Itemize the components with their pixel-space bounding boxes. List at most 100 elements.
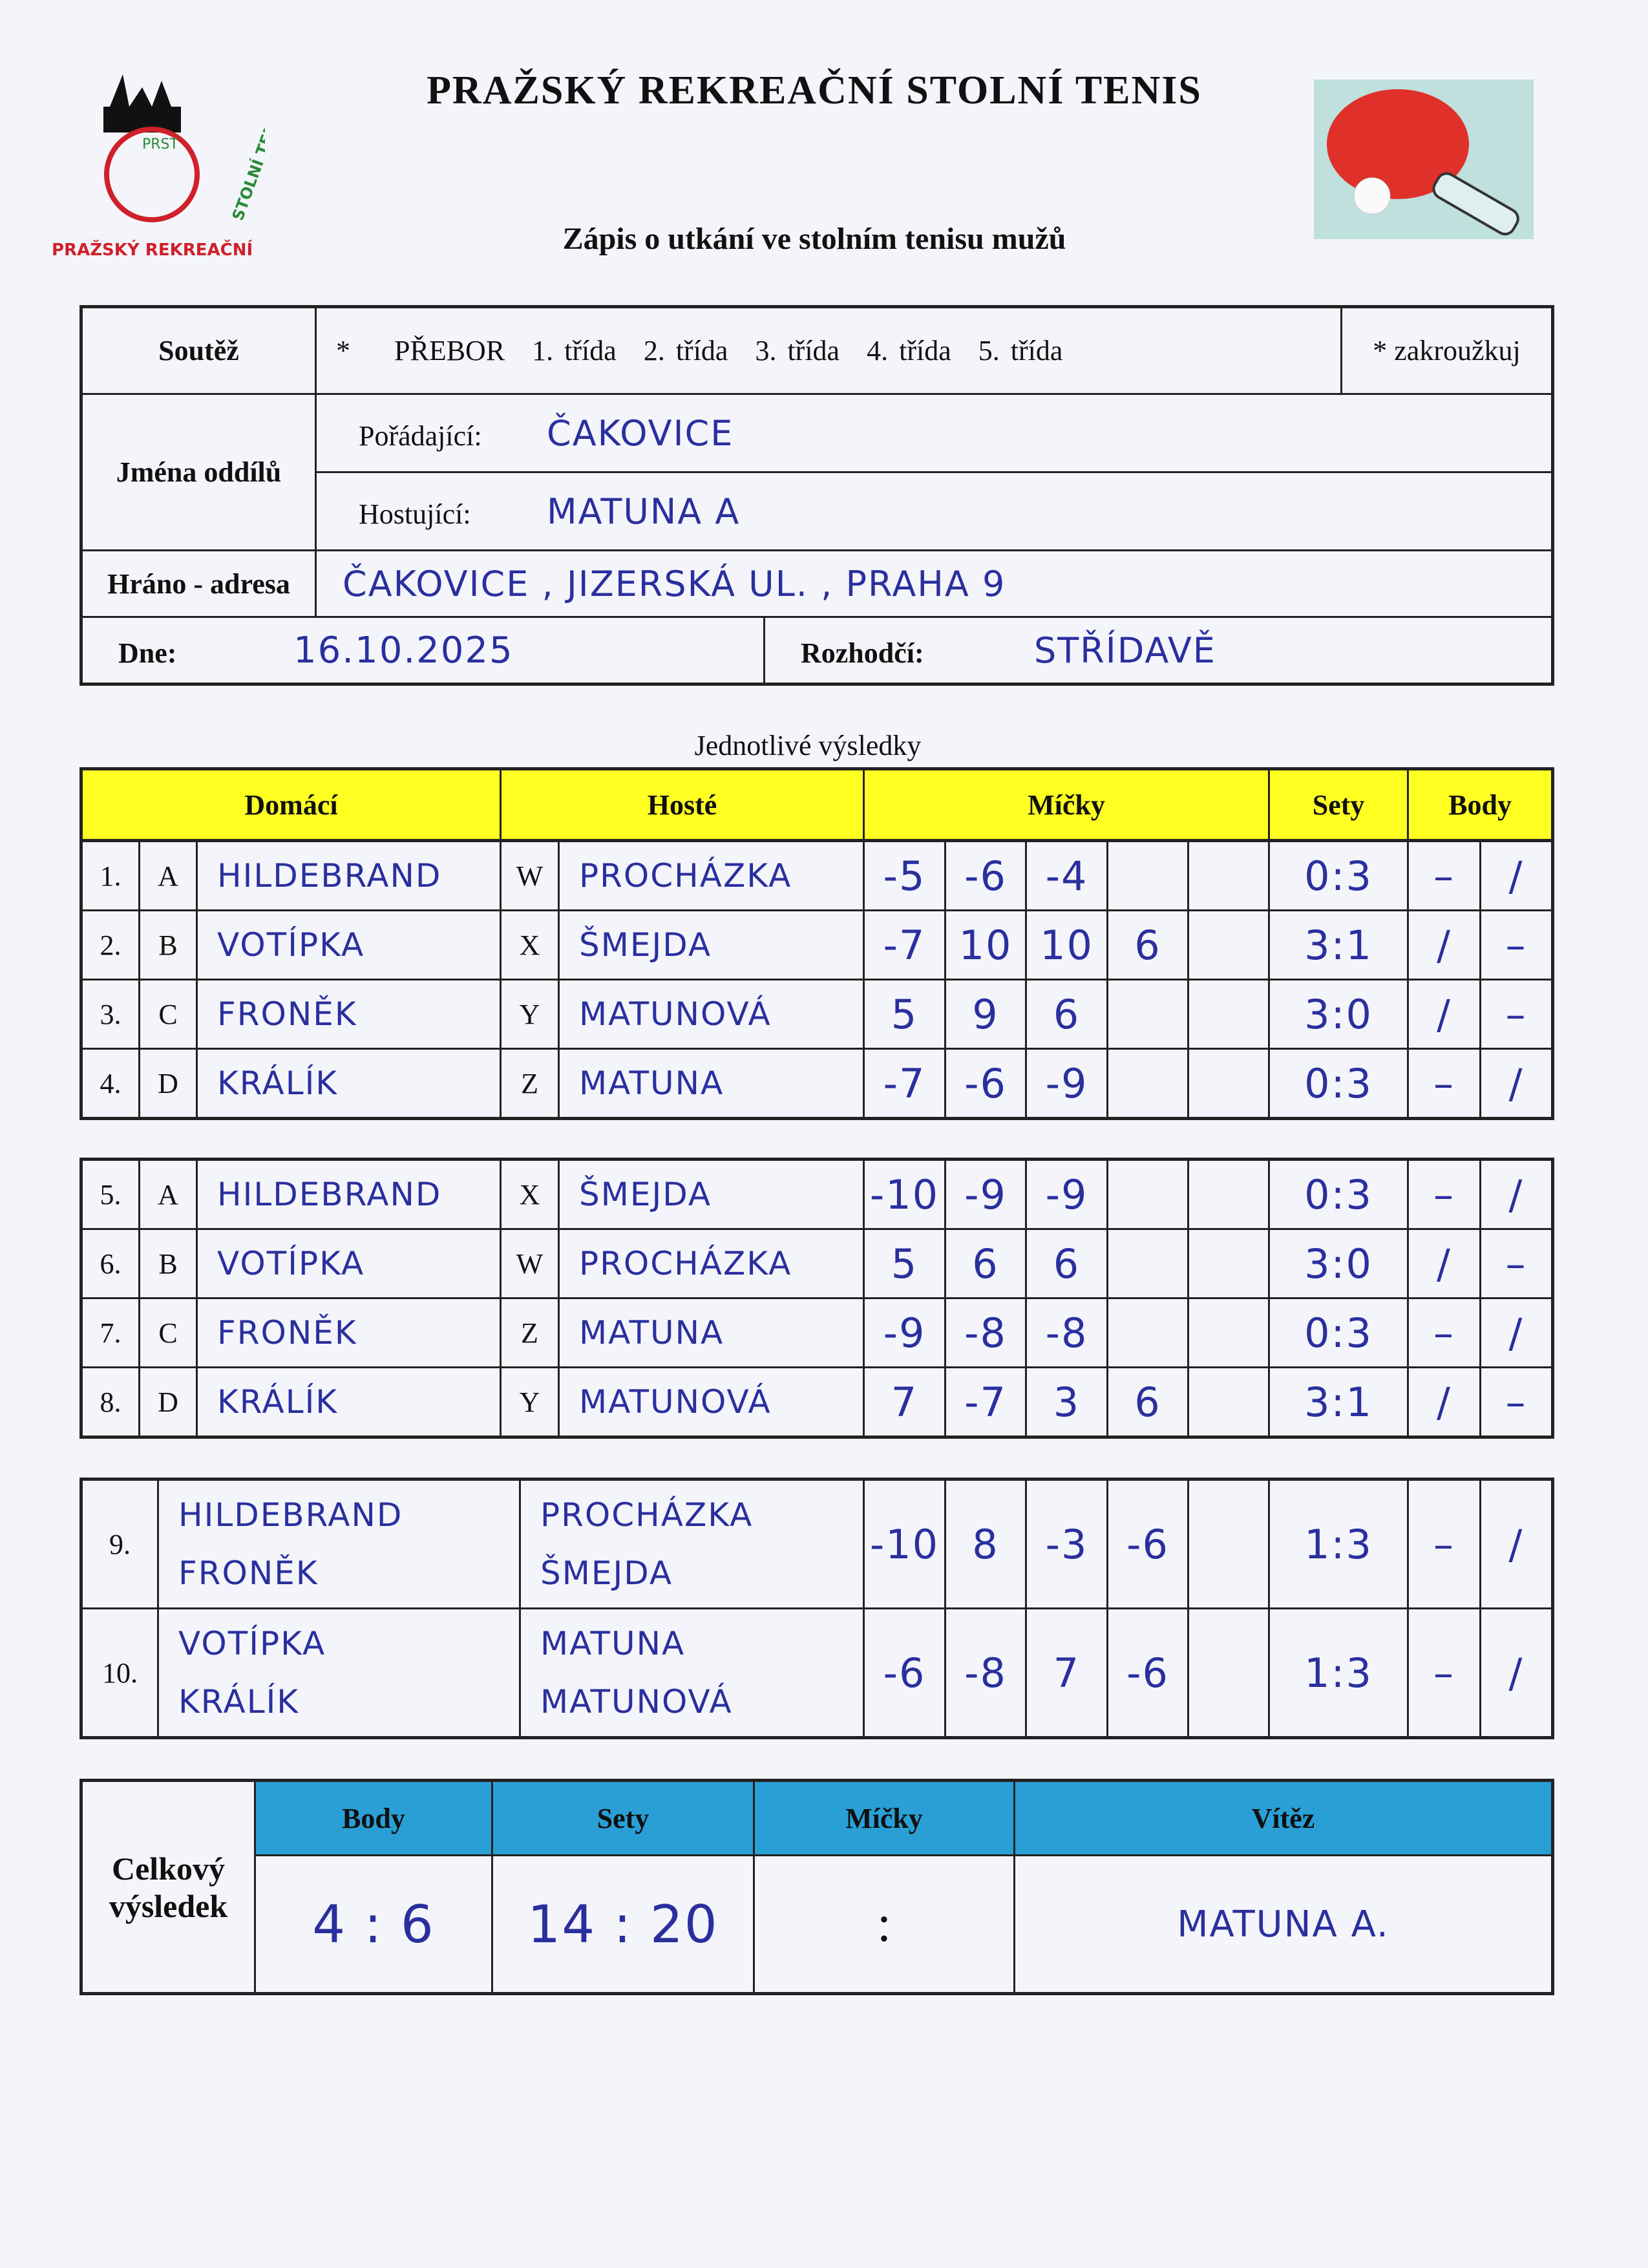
guest-letter: Z — [500, 1297, 560, 1368]
guest-point: / — [1479, 1048, 1554, 1119]
soutez-row: Soutěž * PŘEBOR 1. třída 2. třída 3. třída 4… — [80, 306, 1554, 395]
player-name: FRONĚK — [178, 1554, 319, 1592]
set-score: 10 — [1025, 909, 1109, 980]
set-score: 5 — [863, 979, 947, 1050]
home-letter: C — [138, 1297, 198, 1368]
soutez-option[interactable]: 5. třída — [978, 335, 1063, 366]
soutez-option[interactable]: PŘEBOR — [394, 335, 505, 366]
player-name: HILDEBRAND — [178, 1496, 403, 1534]
results-table-singles-2: 5. A HILDEBRAND X ŠMEJDA -10 -9 -9 0:3–/6. B VOTÍP… — [79, 1158, 1554, 1439]
set-score: -8 — [944, 1607, 1027, 1739]
guest-player: MATUNOVÁ — [558, 1366, 865, 1438]
set-score: -6 — [1106, 1478, 1189, 1609]
set-score — [1187, 1158, 1270, 1230]
set-score — [1187, 979, 1271, 1050]
page-title: PRAŽSKÝ REKREAČNÍ STOLNÍ TENIS — [427, 69, 1202, 112]
match-number: 2. — [80, 909, 140, 980]
set-score: 6 — [1025, 1228, 1108, 1299]
home-letter: B — [138, 909, 198, 980]
match-number: 6. — [80, 1228, 140, 1299]
page-subtitle: Zápis o utkání ve stolním tenisu mužů — [562, 222, 1066, 256]
soutez-option[interactable]: 1. třída — [532, 335, 617, 366]
home-player: KRÁLÍK — [196, 1366, 502, 1438]
home-players: VOTÍPKA KRÁLÍK — [157, 1607, 521, 1739]
home-point: – — [1407, 840, 1482, 911]
dne-label: Dne: — [118, 637, 177, 669]
home-letter: C — [138, 979, 198, 1050]
set-score: 9 — [944, 979, 1028, 1050]
set-score: -9 — [1025, 1048, 1109, 1119]
match-number: 5. — [80, 1158, 140, 1230]
match-number: 1. — [80, 840, 140, 911]
set-score — [1187, 840, 1271, 911]
sets-result: 3:1 — [1268, 1366, 1409, 1438]
set-score: -4 — [1025, 840, 1109, 911]
summary-vitez-value: MATUNA A. — [1013, 1854, 1554, 1995]
table-row: 1. A HILDEBRAND W PROCHÁZKA -5 -6 -4 0:3– / — [80, 840, 1554, 911]
guest-point: / — [1479, 1297, 1554, 1368]
set-score: 7 — [863, 1366, 946, 1438]
set-score: -7 — [863, 1048, 947, 1119]
home-point: – — [1407, 1607, 1481, 1739]
summary-table: Celkový výsledek Body Sety Míčky Vítěz 4… — [79, 1779, 1554, 1995]
match-number: 9. — [80, 1478, 159, 1609]
guest-letter: W — [500, 1228, 560, 1299]
set-score — [1106, 1048, 1190, 1119]
home-point: / — [1407, 1228, 1481, 1299]
set-score — [1106, 1297, 1189, 1368]
set-score — [1187, 1048, 1271, 1119]
home-letter: A — [138, 840, 198, 911]
svg-text:PRAŽSKÝ REKREAČNÍ: PRAŽSKÝ REKREAČNÍ — [52, 239, 253, 260]
soutez-option[interactable]: 2. třída — [643, 335, 728, 366]
results-header-row: Domácí Hosté Míčky Sety Body — [79, 768, 1554, 842]
sets-result: 0:3 — [1268, 1297, 1409, 1368]
set-score: -6 — [944, 840, 1028, 911]
home-players: HILDEBRAND FRONĚK — [157, 1478, 521, 1609]
guest-player: MATUNA — [558, 1297, 865, 1368]
set-score: -3 — [1025, 1478, 1108, 1609]
summary-sety-value: 14 : 20 — [491, 1854, 755, 1995]
home-player: HILDEBRAND — [196, 1158, 502, 1230]
table-row: 9. HILDEBRAND FRONĚK PROCHÁZKA ŠMEJDA -10 8 -3-… — [80, 1478, 1554, 1609]
sets-result: 1:3 — [1268, 1607, 1409, 1739]
guest-point: / — [1479, 1607, 1554, 1739]
guest-point: – — [1479, 979, 1554, 1050]
home-point: – — [1407, 1478, 1481, 1609]
home-point: – — [1407, 1048, 1482, 1119]
prst-logo: PRST PRAŽSKÝ REKREAČNÍ STOLNÍ TENIS — [52, 74, 265, 260]
adresa-label: Hráno - adresa — [80, 549, 317, 618]
soutez-option[interactable]: 3. třída — [755, 335, 840, 366]
jmena-label: Jména oddílů — [80, 393, 317, 551]
rozhodci-value: STŘÍDAVĚ — [1034, 630, 1216, 671]
set-score: -7 — [944, 1366, 1027, 1438]
home-player: FRONĚK — [196, 1297, 502, 1368]
results-table-doubles: 9. HILDEBRAND FRONĚK PROCHÁZKA ŠMEJDA -10 8 -3-… — [79, 1478, 1554, 1739]
set-score: 5 — [863, 1228, 946, 1299]
home-letter: A — [138, 1158, 198, 1230]
set-score: 10 — [944, 909, 1028, 980]
home-player: FRONĚK — [195, 979, 502, 1050]
set-score: 6 — [1025, 979, 1109, 1050]
home-player: KRÁLÍK — [195, 1048, 502, 1119]
home-point: – — [1407, 1158, 1481, 1230]
soutez-label: Soutěž — [80, 306, 317, 395]
match-info-table: Soutěž * PŘEBOR 1. třída 2. třída 3. třída 4… — [79, 305, 1554, 686]
column-header-sety: Sety — [1268, 768, 1410, 842]
set-score — [1106, 1228, 1189, 1299]
dne-field: Dne: 16.10.2025 — [80, 616, 765, 685]
ping-pong-paddle-image — [1314, 79, 1534, 239]
set-score: -6 — [863, 1607, 946, 1739]
summary-header-vitez: Vítěz — [1013, 1779, 1554, 1856]
table-row: 6. B VOTÍPKA W PROCHÁZKA 5 6 6 3:0/– — [80, 1228, 1554, 1299]
set-score: -8 — [944, 1297, 1027, 1368]
guest-letter: X — [500, 1158, 560, 1230]
home-letter: D — [138, 1366, 198, 1438]
home-player: HILDEBRAND — [195, 840, 502, 911]
set-score: -5 — [863, 840, 947, 911]
match-number: 7. — [80, 1297, 140, 1368]
column-header-hoste: Hosté — [500, 768, 865, 842]
set-score: 6 — [1106, 909, 1190, 980]
soutez-option[interactable]: 4. třída — [867, 335, 951, 366]
guest-players: PROCHÁZKA ŠMEJDA — [519, 1478, 865, 1609]
set-score: -9 — [944, 1158, 1027, 1230]
